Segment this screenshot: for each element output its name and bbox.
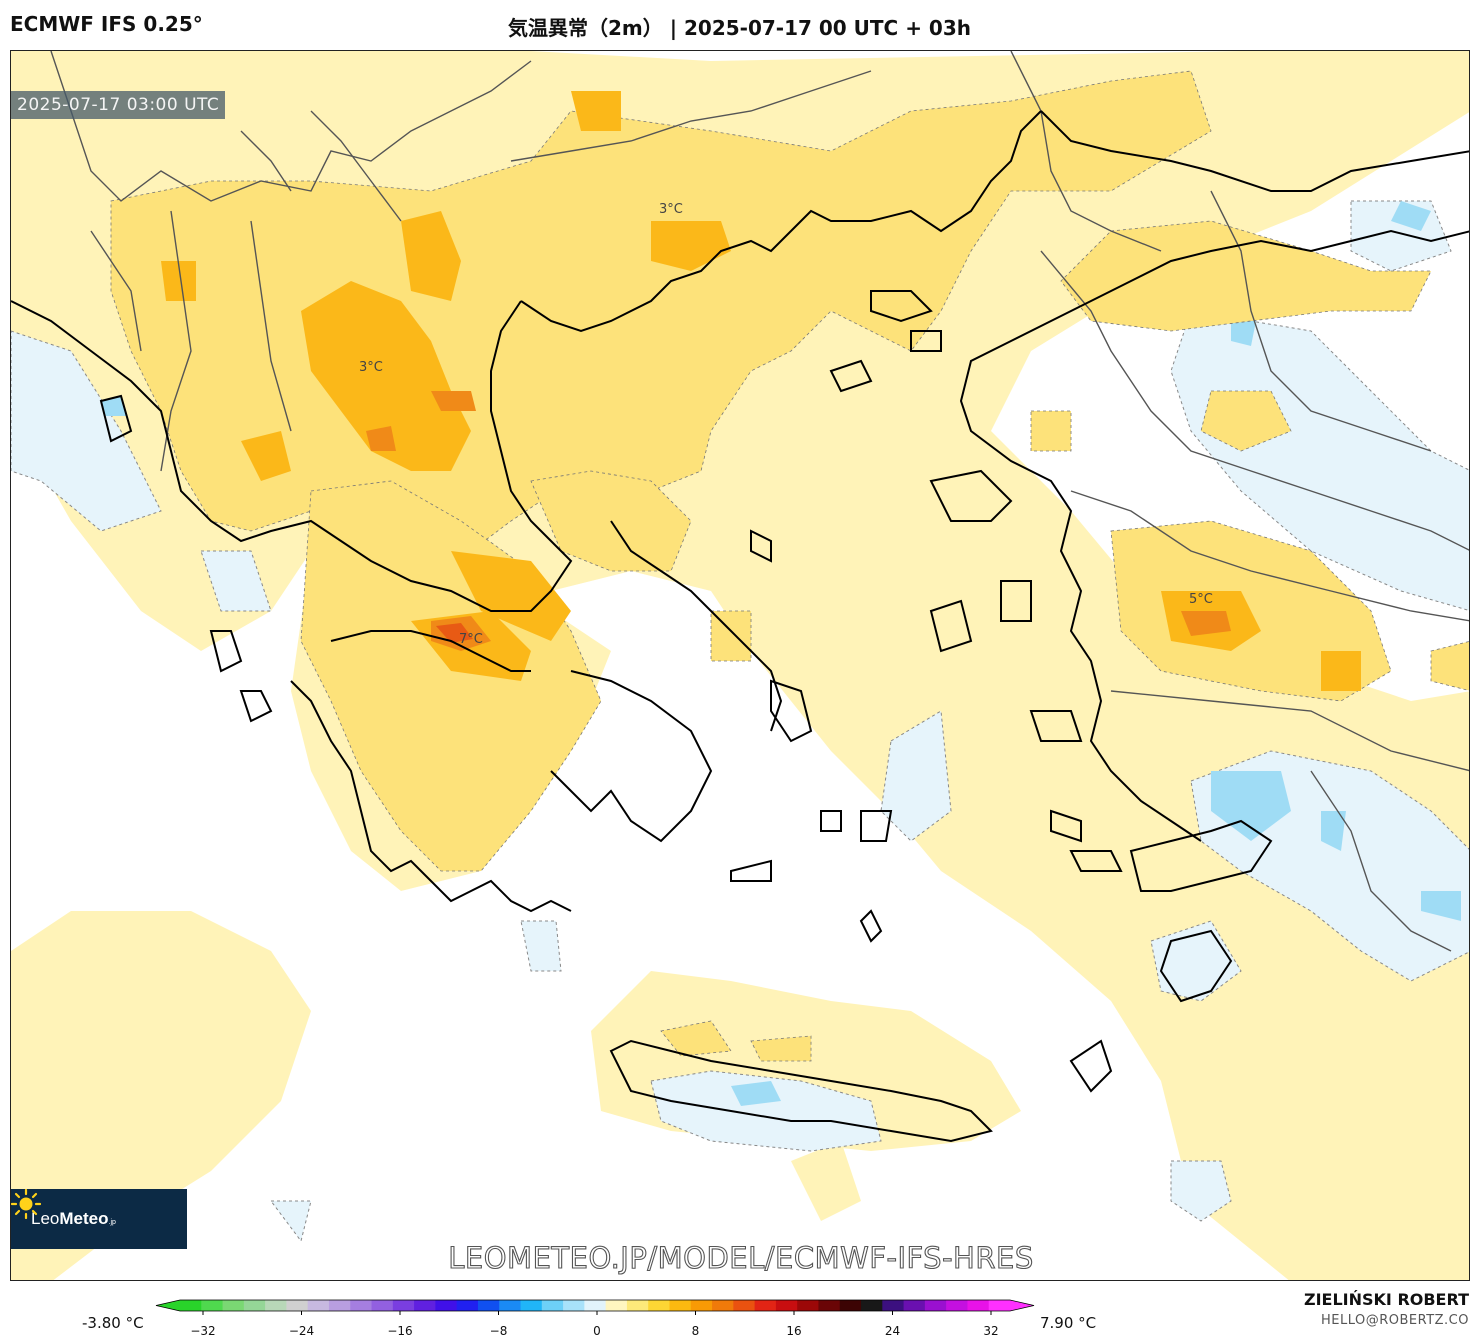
colorbar-min-label: -3.80 °C <box>82 1314 144 1332</box>
colorbar-segment <box>243 1300 266 1311</box>
colorbar-tick-label: −32 <box>190 1324 216 1338</box>
colorbar-segment <box>733 1300 756 1311</box>
colorbar-segment <box>903 1300 926 1311</box>
colorbar-segment <box>797 1300 819 1311</box>
colorbar-tick-label: 0 <box>593 1324 601 1338</box>
colorbar-segment <box>222 1300 245 1311</box>
colorbar-segment <box>371 1300 394 1311</box>
colorbar-segment <box>435 1300 458 1311</box>
anomaly-fill-max <box>436 623 473 643</box>
colorbar-extend-low <box>156 1300 180 1311</box>
sun-icon <box>11 1189 41 1219</box>
colorbar-segment <box>286 1300 309 1311</box>
colorbar-segment <box>690 1300 713 1311</box>
colorbar-tick-label: 16 <box>786 1324 802 1338</box>
anomaly-fill-hot <box>366 391 1231 651</box>
colorbar-scale <box>155 1299 1035 1315</box>
model-title: ECMWF IFS 0.25° <box>10 12 203 36</box>
source-watermark: LEOMETEO.JP/MODEL/ECMWF-IFS-HRES <box>448 1240 1034 1275</box>
country-borders <box>50 51 1469 952</box>
colorbar-segment <box>967 1300 990 1311</box>
colorbar-segment <box>265 1300 287 1311</box>
colorbar-segment <box>328 1300 351 1311</box>
colorbar-tick-label: −16 <box>387 1324 413 1338</box>
colorbar-segment <box>818 1300 841 1311</box>
colorbar-segment <box>924 1300 947 1311</box>
contour-label-3c-north: 3°C <box>659 202 683 217</box>
colorbar-segment <box>584 1300 607 1311</box>
colorbar-segment <box>605 1300 628 1311</box>
colorbar-segment <box>456 1300 479 1311</box>
colorbar-segment <box>499 1300 522 1311</box>
colorbar-tick-label: 8 <box>691 1324 700 1338</box>
colorbar-segment <box>946 1300 968 1311</box>
chart-title: 気温異常（2m） | 2025-07-17 00 UTC + 03h <box>508 16 971 40</box>
coastlines <box>11 110 1469 1143</box>
colorbar-segment <box>648 1300 670 1311</box>
map-panel[interactable]: 3°C 3°C 7°C 5°C 2025-07-17 03:00 UTC Leo… <box>10 50 1470 1281</box>
colorbar-segment <box>307 1300 330 1311</box>
colorbar-segment <box>520 1300 543 1311</box>
leometeo-logo[interactable]: LeoMeteo.jp <box>11 1189 187 1249</box>
logo-text: LeoMeteo.jp <box>31 1209 116 1228</box>
author-email[interactable]: HELLO@ROBERTZ.CO <box>1320 1313 1469 1328</box>
colorbar-segment <box>626 1300 649 1311</box>
colorbar-segment <box>541 1300 564 1311</box>
contour-label-7c: 7°C <box>459 632 483 647</box>
colorbar-tick-label: −24 <box>288 1324 315 1338</box>
colorbar-tick-label: 32 <box>983 1324 999 1338</box>
colorbar-tick-label: −8 <box>489 1324 508 1338</box>
colorbar: -3.80 °C 7.90 °C −32 −24 −16 −8 0 8 16 24 32 <box>0 1290 1479 1339</box>
colorbar-max-label: 7.90 °C <box>1040 1314 1097 1332</box>
contour-label-3c-west: 3°C <box>359 360 383 375</box>
colorbar-segment <box>861 1300 883 1311</box>
colorbar-segment <box>712 1300 734 1311</box>
colorbar-segment <box>754 1300 777 1311</box>
colorbar-segment <box>180 1300 202 1311</box>
colorbar-segment <box>669 1300 692 1311</box>
valid-time-badge: 2025-07-17 03:00 UTC <box>11 91 226 119</box>
contour-label-5c: 5°C <box>1189 592 1213 607</box>
colorbar-segment <box>882 1300 905 1311</box>
colorbar-segment <box>477 1300 500 1311</box>
colorbar-segment <box>414 1300 436 1311</box>
colorbar-segment <box>201 1300 224 1311</box>
colorbar-tick-label: 24 <box>884 1324 901 1338</box>
author-name: ZIELIŃSKI ROBERT <box>1303 1290 1469 1309</box>
colorbar-outline <box>155 1299 1035 1312</box>
colorbar-segment <box>563 1300 585 1311</box>
colorbar-segment <box>988 1300 1011 1311</box>
colorbar-segment <box>392 1300 415 1311</box>
colorbar-segment <box>775 1300 798 1311</box>
colorbar-segment <box>350 1300 373 1311</box>
colorbar-extend-high <box>1010 1300 1034 1311</box>
colorbar-segment <box>839 1300 862 1311</box>
anomaly-map: 3°C 3°C 7°C 5°C <box>11 51 1469 1280</box>
